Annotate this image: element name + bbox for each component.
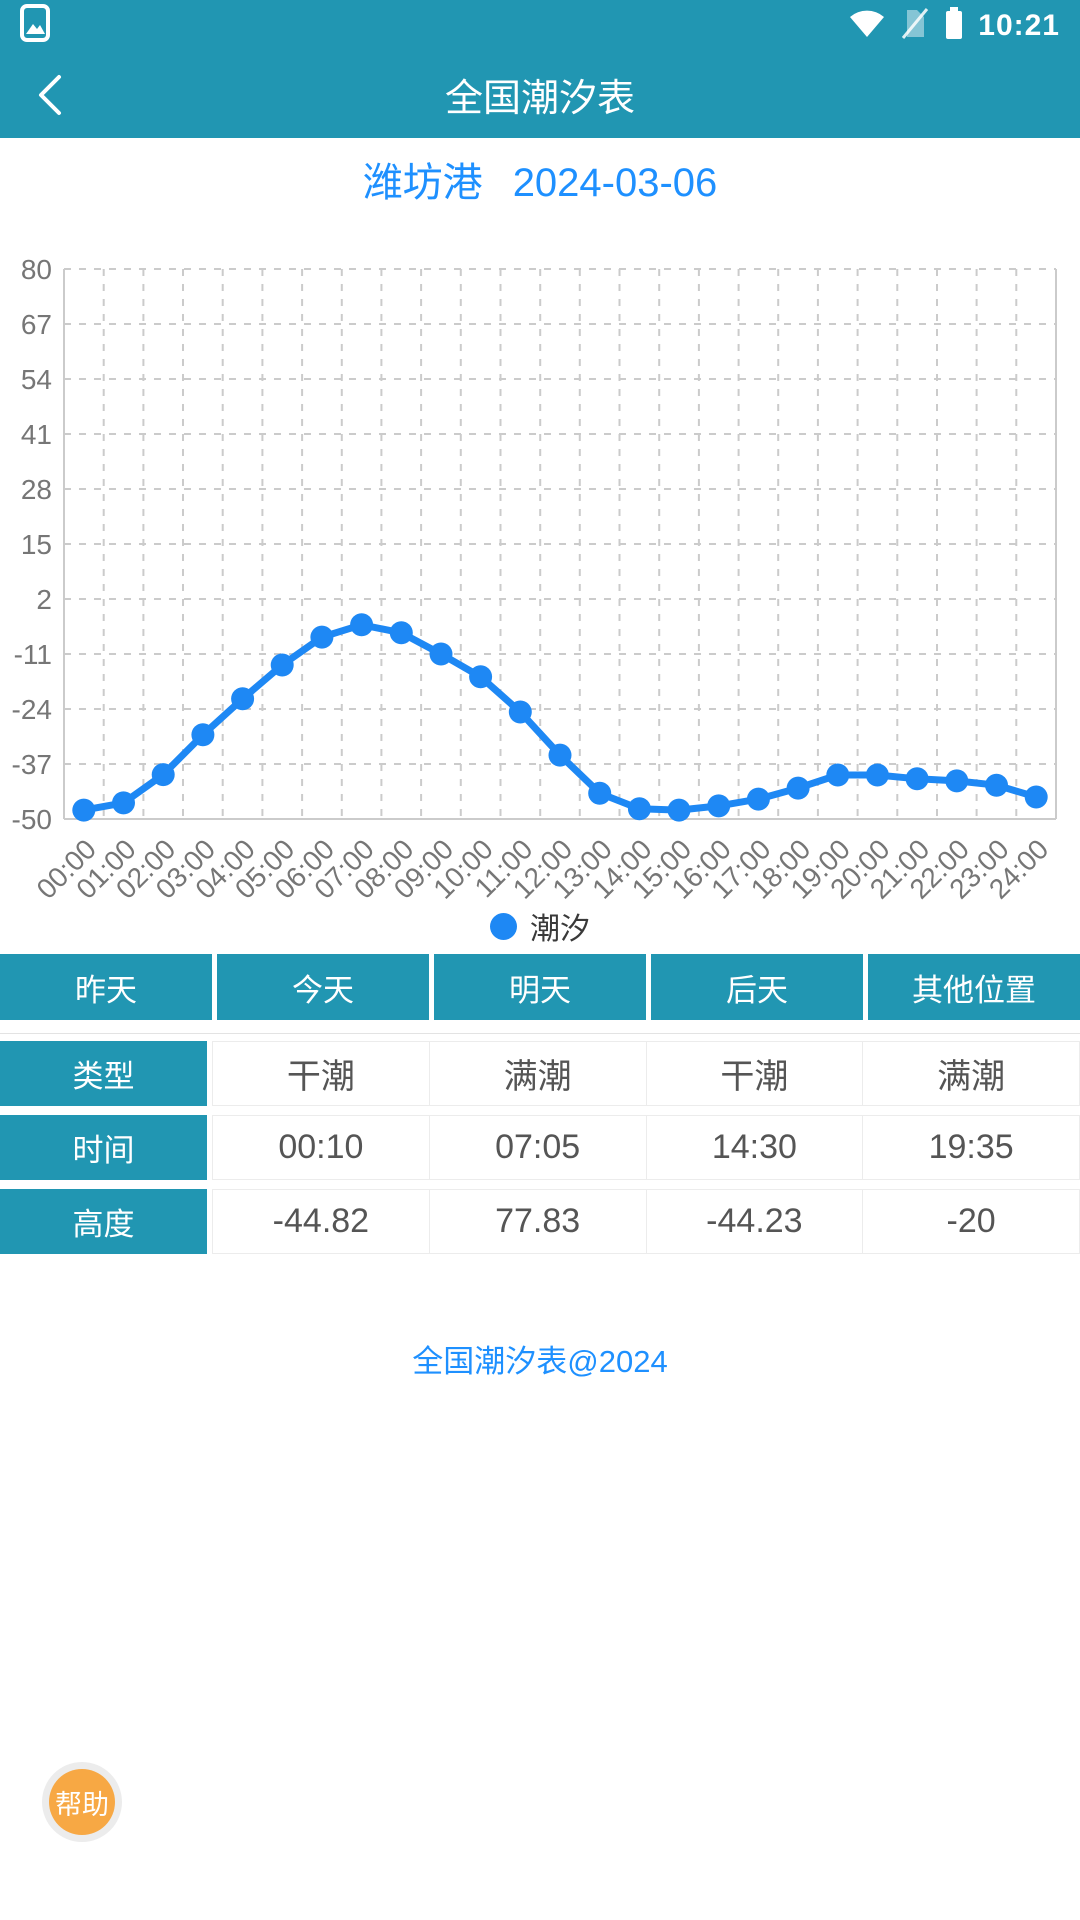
page-title: 全国潮汐表	[444, 78, 635, 120]
data-point	[865, 763, 889, 787]
data-point	[469, 665, 493, 689]
tide-line	[80, 621, 1040, 814]
row-label-height: 高度	[0, 1189, 207, 1254]
table-row-time: 时间 00:10 07:05 14:30 19:35	[0, 1115, 1080, 1180]
table-cell: 77.83	[428, 1189, 647, 1254]
tide-table: 类型 干潮 满潮 干潮 满潮 时间 00:10 07:05 14:30 19:35 高度 -44.82…	[0, 1033, 1080, 1254]
station-name: 潍坊港	[362, 161, 483, 205]
table-cell: 干潮	[645, 1041, 864, 1106]
y-tick-label: -50	[12, 804, 52, 835]
data-point	[151, 763, 175, 787]
status-bar: 10:21	[0, 0, 1080, 51]
sim-off-icon	[900, 6, 930, 45]
data-point	[191, 723, 215, 747]
y-tick-label: 28	[21, 474, 52, 505]
y-tick-label: 80	[21, 254, 52, 285]
data-point	[707, 794, 731, 818]
table-cell: 满潮	[862, 1041, 1080, 1106]
help-button[interactable]: 帮助	[42, 1762, 122, 1842]
data-point	[667, 798, 691, 822]
data-point	[826, 763, 850, 787]
table-cell: 00:10	[212, 1115, 430, 1180]
row-label-time: 时间	[0, 1115, 207, 1180]
help-button-label: 帮助	[49, 1769, 115, 1835]
data-point	[588, 781, 612, 805]
y-tick-label: 41	[21, 419, 52, 450]
tab-today[interactable]: 今天	[217, 954, 429, 1020]
data-point	[786, 776, 810, 800]
table-cell: 干潮	[212, 1041, 430, 1106]
data-point	[72, 798, 96, 822]
data-point	[627, 797, 651, 821]
legend-marker-icon	[490, 912, 517, 940]
data-point	[270, 653, 294, 677]
battery-icon	[944, 6, 964, 45]
tab-tomorrow[interactable]: 明天	[434, 954, 646, 1020]
footer-copyright: 全国潮汐表@2024	[412, 1344, 668, 1379]
table-cell: -20	[862, 1189, 1080, 1254]
table-cell: 07:05	[428, 1115, 647, 1180]
table-row-type: 类型 干潮 满潮 干潮 满潮	[0, 1041, 1080, 1106]
chart-date: 2024-03-06	[512, 161, 718, 205]
clock-time: 10:21	[978, 8, 1060, 42]
wifi-icon	[848, 7, 886, 44]
table-cell: 19:35	[862, 1115, 1080, 1180]
y-tick-label: 54	[21, 364, 52, 395]
data-point	[985, 773, 1008, 797]
y-tick-label: -37	[12, 749, 52, 780]
data-point	[945, 769, 969, 793]
app-bar: 全国潮汐表	[0, 51, 1080, 138]
y-tick-label: -24	[12, 694, 52, 725]
y-tick-label: 67	[21, 309, 52, 340]
chart-subtitle: 潍坊港 2024-03-06	[0, 160, 1080, 206]
y-tick-label: 15	[21, 529, 52, 560]
data-point	[429, 642, 453, 666]
tab-other-locations[interactable]: 其他位置	[868, 954, 1080, 1020]
tab-day-after[interactable]: 后天	[651, 954, 863, 1020]
data-point	[112, 791, 135, 815]
day-tabs: 昨天 今天 明天 后天 其他位置	[0, 954, 1080, 1020]
tab-yesterday[interactable]: 昨天	[0, 954, 212, 1020]
table-cell: -44.23	[645, 1189, 864, 1254]
data-point	[231, 687, 255, 711]
y-tick-label: 2	[36, 584, 52, 615]
table-cell: 14:30	[645, 1115, 864, 1180]
back-button[interactable]	[26, 65, 74, 125]
screenshot-icon	[20, 4, 50, 47]
table-row-height: 高度 -44.82 77.83 -44.23 -20	[0, 1189, 1080, 1254]
data-point	[746, 787, 770, 811]
data-point	[389, 621, 413, 645]
data-point	[508, 700, 532, 724]
data-point	[1024, 785, 1048, 809]
table-cell: -44.82	[212, 1189, 430, 1254]
y-tick-label: -11	[14, 639, 52, 670]
data-point	[350, 613, 374, 637]
data-point	[905, 767, 929, 791]
legend-label: 潮汐	[530, 913, 590, 946]
table-cell: 满潮	[428, 1041, 647, 1106]
tide-chart: 8067544128152-11-24-37-5000:0001:0002:00…	[12, 254, 1057, 905]
data-point	[310, 625, 334, 649]
back-chevron-icon	[39, 75, 61, 115]
chart-legend[interactable]: 潮汐	[0, 908, 1080, 946]
data-point	[548, 743, 572, 767]
row-label-type: 类型	[0, 1041, 207, 1106]
